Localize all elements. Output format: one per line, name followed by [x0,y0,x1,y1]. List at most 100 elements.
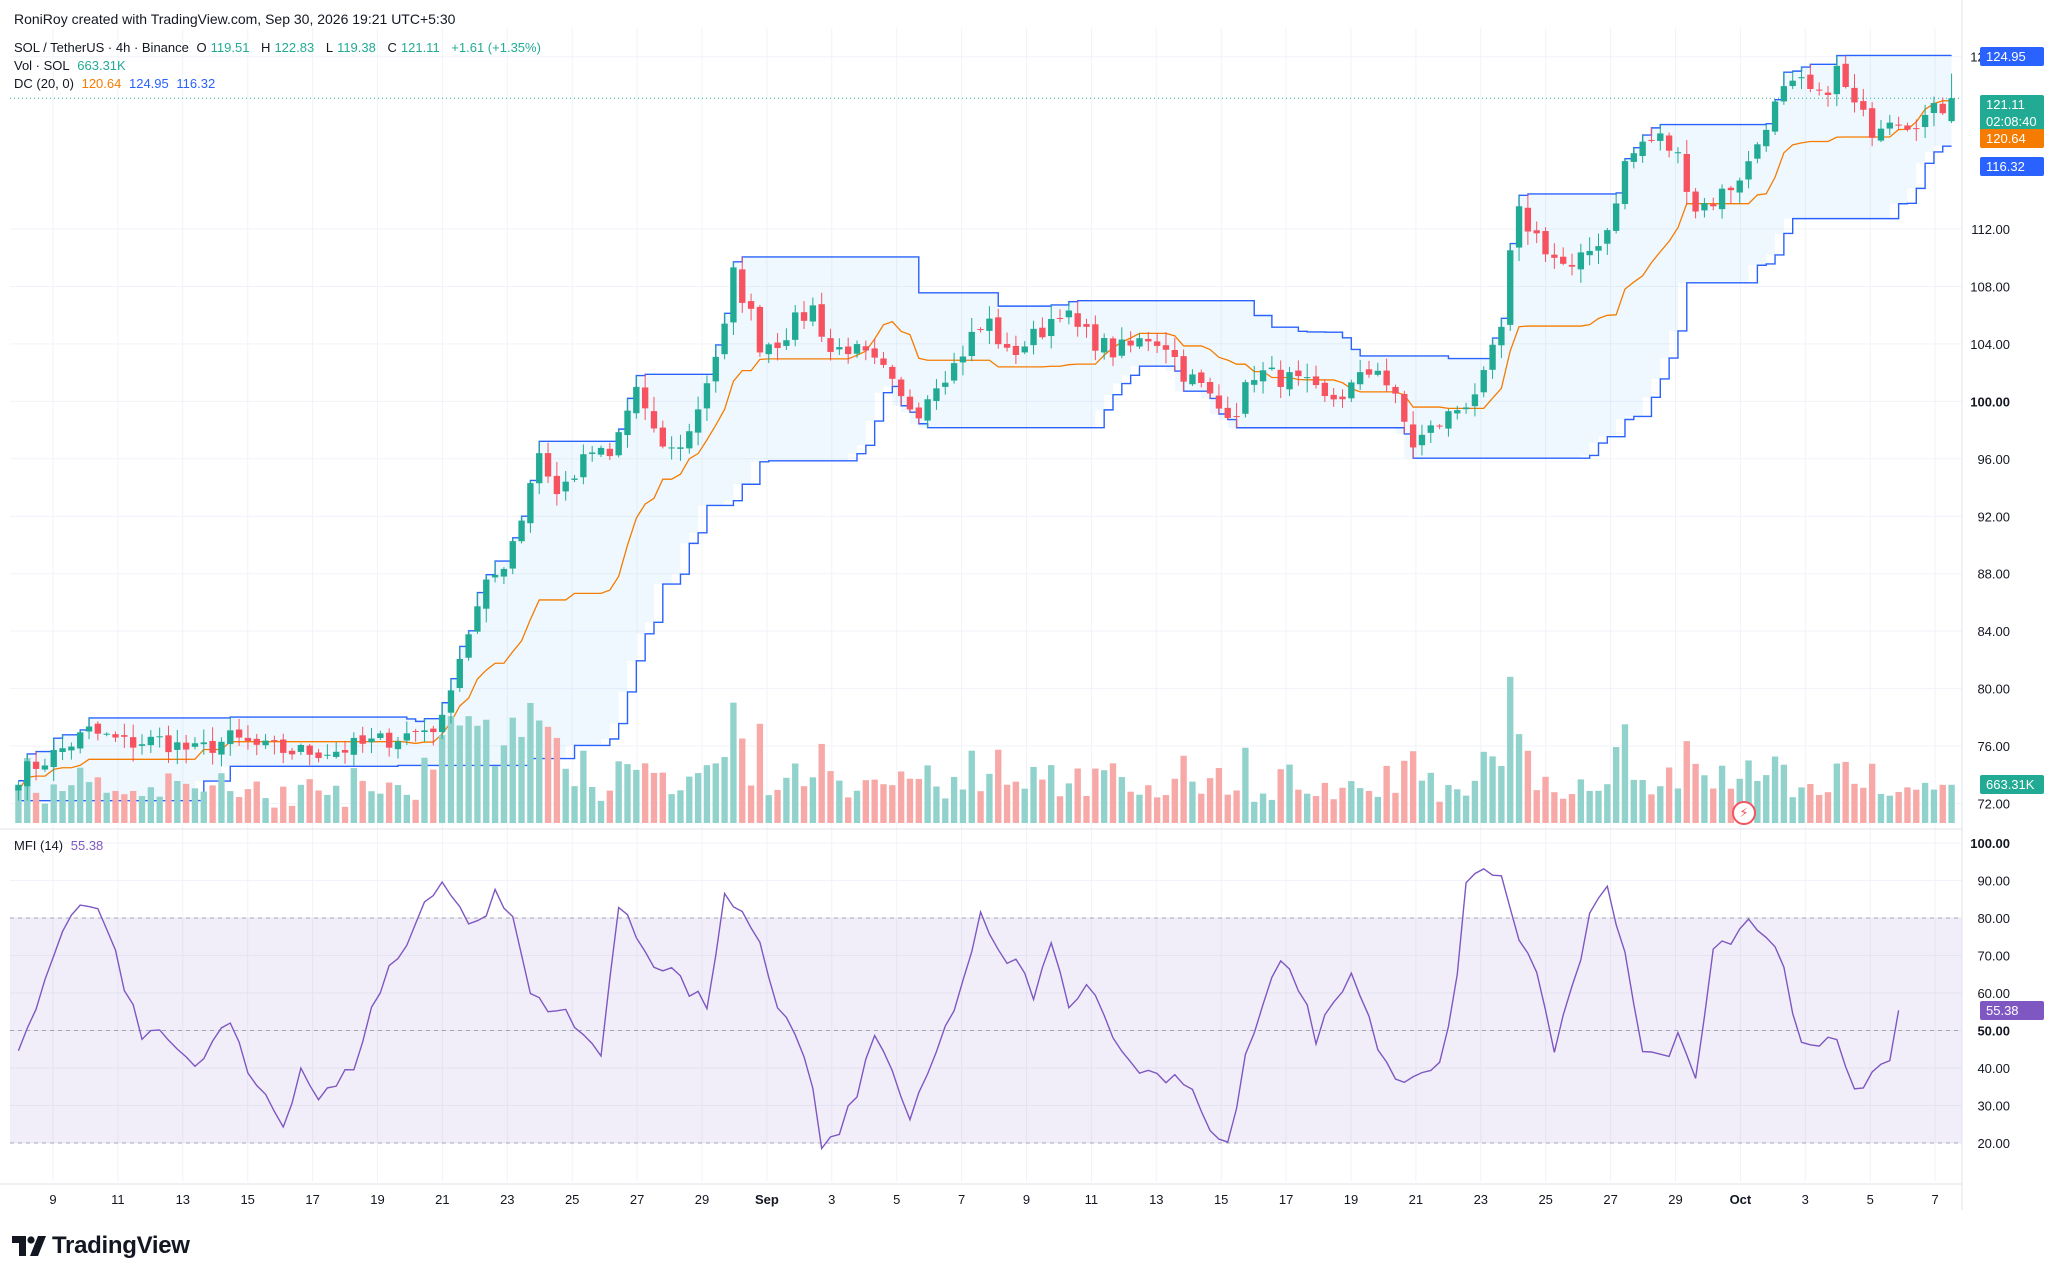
candle-body [562,481,569,492]
volume-bar [1533,790,1540,823]
candle-body [783,340,790,346]
candle-body [580,454,587,478]
volume-bar [747,785,755,823]
candle-body [1595,246,1602,251]
symbol-label[interactable]: SOL / TetherUS · 4h · Binance [14,40,189,55]
candle-body [1418,434,1426,446]
volume-bar [1718,765,1726,823]
candle-body [1621,161,1629,204]
candle-body [553,475,561,495]
candle-body [491,574,499,578]
volume-bar [915,778,922,823]
volume-bar [59,791,66,823]
candle-body [1171,349,1178,357]
volume-bar [959,789,967,823]
volume-bar [1356,788,1364,823]
volume-bar [1560,798,1567,823]
candle-body [589,452,596,454]
time-tick-label: 7 [1931,1192,1938,1207]
candle-body [677,447,684,449]
time-tick-label: 23 [500,1192,514,1207]
legend-volume-row[interactable]: Vol · SOL 663.31K [14,58,130,73]
candle-body [942,382,949,387]
bar-countdown: 02:08:40 [1986,114,2037,129]
candle-body [1533,230,1540,234]
volume-bar [1515,734,1523,823]
candle-body [324,754,331,756]
candle-body [1330,394,1337,400]
volume-bar [385,782,393,823]
price-tick-label: 84.00 [1977,624,2010,639]
volume-tag: 663.31K [1980,775,2044,794]
mfi-tick-label: 100.00 [1970,836,2010,851]
donchian-lower-value: 116.32 [176,76,216,91]
volume-bar [712,763,719,823]
mfi-panel [10,868,1962,1151]
volume-bar [77,767,84,823]
volume-bar [668,794,675,823]
donchian-middle-line [17,100,1952,792]
time-tick-label: 27 [630,1192,644,1207]
volume-bar [1074,768,1081,823]
volume-bar [1586,790,1593,823]
volume-bar [1524,750,1532,823]
candle-body [615,432,622,456]
volume-bar [553,737,561,823]
candle-body [1109,338,1117,358]
candle-body [1727,187,1735,191]
candle-body [1251,380,1258,385]
volume-bar [500,745,508,823]
candle-body [1048,319,1055,337]
candle-body [430,728,437,733]
legend-mfi-row[interactable]: MFI (14) 55.38 [14,838,107,853]
candle-body [1021,346,1028,353]
candle-body [774,342,781,349]
volume-bar [1683,741,1690,823]
volume-bar [1789,797,1796,823]
candle-body [1648,139,1655,141]
volume-bar [1259,793,1267,823]
volume-bar [1427,772,1434,823]
candlestick-series [15,55,1955,801]
tradingview-logo-icon [12,1236,46,1256]
candle-body [1153,341,1161,346]
candle-body [1568,264,1576,267]
volume-bar [341,806,349,823]
candle-body [800,312,808,321]
tradingview-logo[interactable]: TradingView [12,1232,190,1260]
volume-bar [1109,763,1117,823]
volume-bar [518,736,525,823]
volume-bar [1489,756,1496,823]
volume-bar [1251,801,1258,823]
candle-body [103,733,110,735]
volume-bar [174,780,181,823]
legend-donchian-row[interactable]: DC (20, 0) 120.64 124.95 116.32 [14,76,219,91]
candle-body [1604,230,1611,244]
candle-body [853,344,861,354]
lightning-icon[interactable]: ⚡ [1732,801,1756,825]
volume-bar [536,720,543,823]
candle-body [1233,416,1240,418]
candle-body [818,304,825,337]
candle-body [1215,395,1223,409]
volume-bar [350,768,358,823]
volume-bar [853,790,861,823]
candle-body [68,746,75,751]
volume-bar [1886,795,1893,823]
candle-body [1551,254,1558,258]
volume-bar [1939,784,1946,823]
volume-bar [977,791,984,823]
volume-bar [1630,779,1637,823]
volume-bar [986,773,993,823]
volume-bar [597,800,605,823]
candle-body [447,690,455,713]
candle-body [536,453,543,484]
volume-bar [235,797,243,823]
candle-body [1462,407,1470,410]
volume-bar [1498,766,1505,823]
volume-bar [41,803,49,823]
candle-body [809,305,817,322]
candle-body [1948,98,1955,122]
